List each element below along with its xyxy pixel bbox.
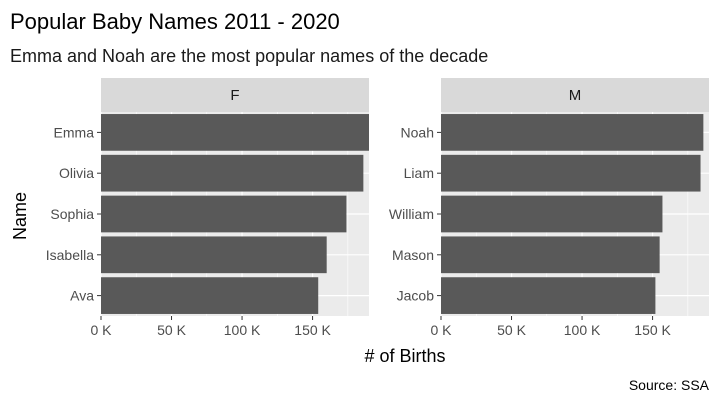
bar (441, 277, 656, 314)
y-tick-label: Ava (70, 288, 94, 304)
bar (101, 154, 364, 192)
facet-strip-label: M (569, 87, 582, 104)
bar (441, 236, 660, 274)
chart-caption: Source: SSA (629, 377, 710, 393)
x-tick-label: 100 K (564, 322, 601, 338)
y-tick-label: Mason (392, 247, 434, 263)
bar (101, 277, 319, 314)
bar (101, 236, 327, 274)
facet-strip (101, 78, 369, 112)
y-tick-label: Noah (401, 124, 434, 140)
bar (441, 195, 663, 233)
y-tick-label: Olivia (59, 165, 94, 181)
y-axis-title: Name (10, 192, 30, 240)
x-tick-label: 150 K (294, 322, 331, 338)
chart-title: Popular Baby Names 2011 - 2020 (10, 9, 340, 34)
y-tick-label: William (389, 206, 434, 222)
y-tick-label: Sophia (50, 206, 94, 222)
y-tick-label: Jacob (397, 288, 435, 304)
facet-panel: M Noah Liam William Mason Jacob 0 K 50 K 100 K 15… (389, 78, 709, 338)
facet-panels: F Emma Olivia Sophia Isabella Ava 0 K 50 K 100 K… (46, 78, 709, 338)
facet-strip (441, 78, 709, 112)
y-tick-label: Liam (404, 165, 434, 181)
x-tick-label: 50 K (157, 322, 186, 338)
chart-subtitle: Emma and Noah are the most popular names… (10, 46, 488, 66)
facet-strip-label: F (230, 87, 239, 104)
bar (441, 114, 704, 151)
bar (101, 114, 369, 151)
x-axis-title: # of Births (364, 346, 445, 366)
x-tick-label: 0 K (90, 322, 112, 338)
x-tick-label: 50 K (497, 322, 526, 338)
x-tick-label: 150 K (634, 322, 671, 338)
bar (101, 195, 347, 233)
x-tick-label: 0 K (430, 322, 452, 338)
y-tick-label: Emma (54, 124, 95, 140)
x-tick-label: 100 K (224, 322, 261, 338)
facet-panel: F Emma Olivia Sophia Isabella Ava 0 K 50 K 100 K… (46, 78, 369, 338)
y-tick-label: Isabella (46, 247, 94, 263)
bar (441, 154, 701, 192)
